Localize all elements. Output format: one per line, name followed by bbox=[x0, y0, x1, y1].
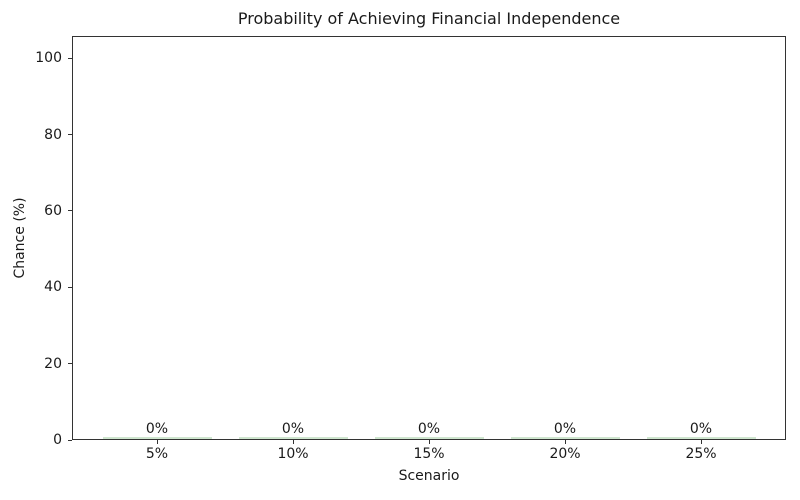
x-tick-label: 20% bbox=[549, 446, 581, 462]
bar bbox=[102, 437, 212, 439]
bar bbox=[238, 437, 348, 439]
x-tick-mark bbox=[428, 440, 430, 444]
y-tick-mark bbox=[68, 439, 72, 441]
y-tick-mark bbox=[68, 134, 72, 136]
x-tick-label: 10% bbox=[277, 446, 309, 462]
plot-area bbox=[72, 36, 786, 440]
y-tick-mark bbox=[68, 363, 72, 365]
bar-value-label: 0% bbox=[553, 421, 577, 437]
y-tick-mark bbox=[68, 210, 72, 212]
bar-value-label: 0% bbox=[145, 421, 169, 437]
x-tick-label: 5% bbox=[145, 446, 169, 462]
bar-value-label: 0% bbox=[689, 421, 713, 437]
x-tick-mark bbox=[700, 440, 702, 444]
y-tick-mark bbox=[68, 57, 72, 59]
y-tick-label: 60 bbox=[44, 202, 62, 219]
y-tick-label: 80 bbox=[44, 126, 62, 143]
bar-value-label: 0% bbox=[281, 421, 305, 437]
x-axis-label: Scenario bbox=[398, 468, 460, 484]
bar bbox=[510, 437, 620, 439]
x-tick-mark bbox=[292, 440, 294, 444]
chart-title: Probability of Achieving Financial Indep… bbox=[237, 9, 621, 28]
y-tick-label: 100 bbox=[35, 50, 62, 67]
y-tick-mark bbox=[68, 286, 72, 288]
bar-value-label: 0% bbox=[417, 421, 441, 437]
y-tick-label: 40 bbox=[44, 279, 62, 296]
x-tick-mark bbox=[564, 440, 566, 444]
y-tick-label: 20 bbox=[44, 355, 62, 372]
bar bbox=[374, 437, 484, 439]
x-tick-mark bbox=[156, 440, 158, 444]
x-tick-label: 15% bbox=[413, 446, 445, 462]
x-tick-label: 25% bbox=[685, 446, 717, 462]
bar bbox=[646, 437, 756, 439]
y-tick-label: 0 bbox=[53, 432, 62, 448]
